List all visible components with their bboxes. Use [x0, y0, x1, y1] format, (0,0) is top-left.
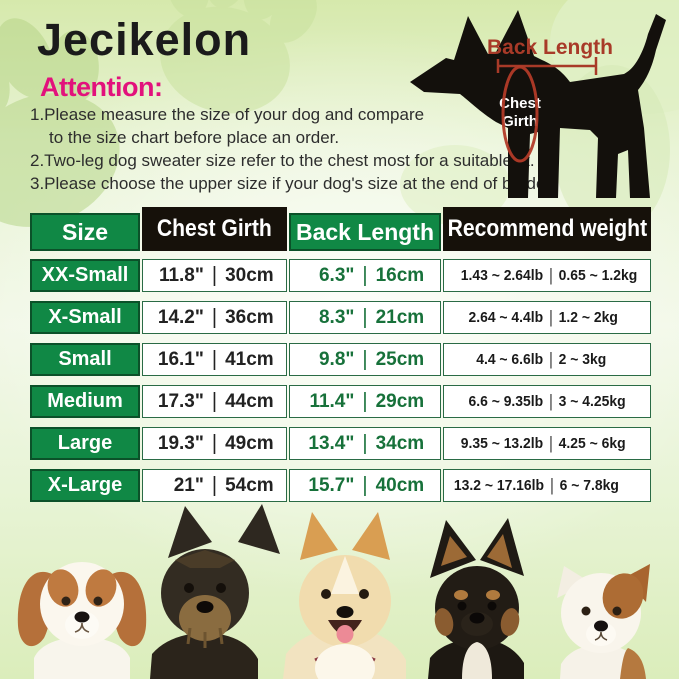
back-length-cell: 8.3" | 21cm	[289, 301, 441, 334]
chest-girth-cell: 16.1" | 41cm	[142, 343, 287, 376]
dog-white-brown-jack-russell	[557, 564, 650, 679]
weight-cell: 13.2 ~ 17.16lb | 6 ~ 7.8kg	[443, 469, 651, 502]
chest-girth-ellipse	[501, 65, 539, 163]
size-cell: X-Large	[30, 469, 140, 502]
dog-cream-pomeranian	[283, 512, 406, 679]
back-length-cell: 6.3" | 16cm	[289, 259, 441, 292]
attention-line: 3.Please choose the upper size if your d…	[30, 174, 552, 193]
size-cell: XX-Small	[30, 259, 140, 292]
size-table: Size Chest Girth Back Length Recommend w…	[30, 207, 651, 511]
header-size: Size	[30, 213, 140, 251]
table-row: X-Small 14.2" | 36cm 8.3" | 21cm 2.64 ~ 4.4l…	[30, 301, 651, 334]
girth-label: Girth	[502, 113, 538, 130]
dog-black-tan-chihuahua	[428, 518, 524, 679]
weight-cell: 4.4 ~ 6.6lb | 2 ~ 3kg	[443, 343, 651, 376]
chest-girth-cell: 21" | 54cm	[142, 469, 287, 502]
chest-girth-cell: 14.2" | 36cm	[142, 301, 287, 334]
paw-icon	[160, 0, 317, 114]
table-row: Medium 17.3" | 44cm 11.4" | 29cm 6.6 ~ 9.35l…	[30, 385, 651, 418]
chest-girth-cell: 11.8" | 30cm	[142, 259, 287, 292]
attention-list: 1.Please measure the size of your dog an…	[30, 103, 551, 195]
paw-icon	[0, 18, 120, 227]
decor-blob	[400, 145, 510, 225]
attention-line: to the size chart before place an order.	[49, 128, 340, 147]
back-length-label: Back Length	[487, 36, 613, 59]
back-length-measure-line	[496, 57, 598, 75]
weight-cell: 6.6 ~ 9.35lb | 3 ~ 4.25kg	[443, 385, 651, 418]
weight-cell: 2.64 ~ 4.4lb | 1.2 ~ 2kg	[443, 301, 651, 334]
attention-heading: Attention:	[40, 72, 163, 102]
size-cell: Large	[30, 427, 140, 460]
header-recommend-weight: Recommend weight	[443, 207, 651, 251]
attention-line: 1.Please measure the size of your dog an…	[30, 105, 425, 124]
chest-girth-cell: 17.3" | 44cm	[142, 385, 287, 418]
table-row: X-Large 21" | 54cm 15.7" | 40cm 13.2 ~ 17.16…	[30, 469, 651, 502]
size-cell: X-Small	[30, 301, 140, 334]
dog-dark-yorkie	[150, 504, 280, 679]
back-length-cell: 11.4" | 29cm	[289, 385, 441, 418]
chest-girth-cell: 19.3" | 49cm	[142, 427, 287, 460]
chest-label: Chest	[499, 95, 541, 112]
weight-cell: 9.35 ~ 13.2lb | 4.25 ~ 6kg	[443, 427, 651, 460]
back-length-cell: 13.4" | 34cm	[289, 427, 441, 460]
back-length-cell: 9.8" | 25cm	[289, 343, 441, 376]
measuring-diagram: Back Length Chest Girth	[410, 10, 666, 198]
attention-line: 2.Two-leg dog sweater size refer to the …	[30, 151, 535, 170]
size-cell: Small	[30, 343, 140, 376]
table-header-row: Size Chest Girth Back Length Recommend w…	[30, 207, 651, 251]
brand-title: Jecikelon	[37, 14, 252, 65]
table-row: Small 16.1" | 41cm 9.8" | 25cm 4.4 ~ 6.6lb | 2…	[30, 343, 651, 376]
header-back-length: Back Length	[289, 213, 441, 251]
size-cell: Medium	[30, 385, 140, 418]
table-row: XX-Small 11.8" | 30cm 6.3" | 16cm 1.43 ~ 2.6…	[30, 259, 651, 292]
table-row: Large 19.3" | 49cm 13.4" | 34cm 9.35 ~ 13.2l…	[30, 427, 651, 460]
header-chest-girth: Chest Girth	[142, 207, 287, 251]
dog-white-brown-puppy	[17, 562, 147, 679]
dogs-photo	[17, 504, 650, 679]
weight-cell: 1.43 ~ 2.64lb | 0.65 ~ 1.2kg	[443, 259, 651, 292]
back-length-cell: 15.7" | 40cm	[289, 469, 441, 502]
